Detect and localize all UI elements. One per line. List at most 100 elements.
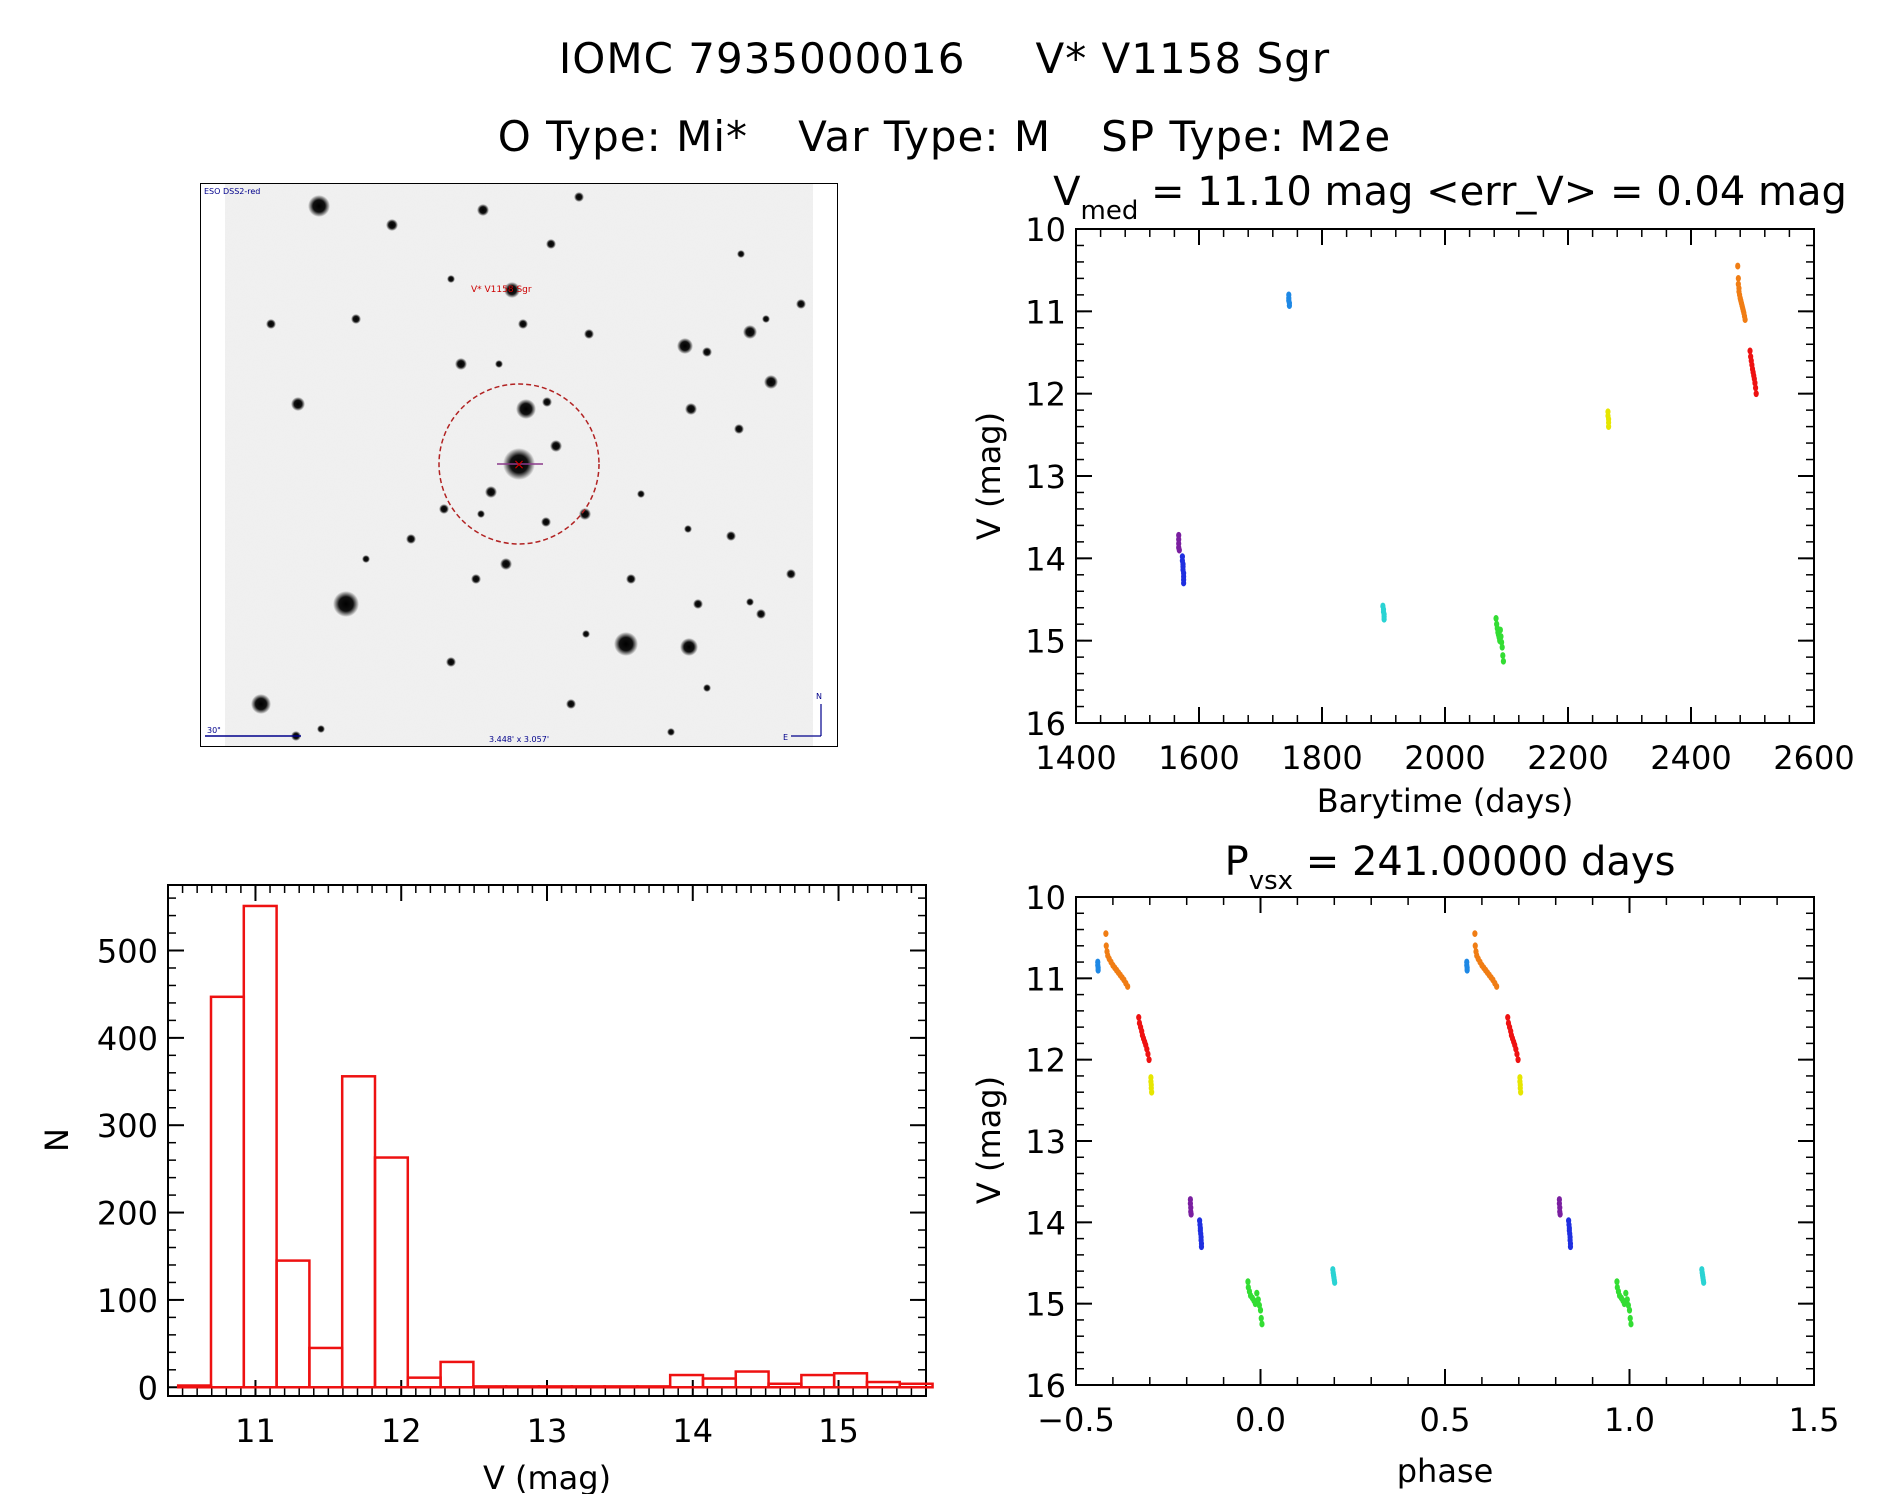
histogram-ticks: 11 12 13 14 15 0 100 200 300 400 500 <box>97 885 927 1450</box>
x-tick-label: 1.0 <box>1604 1401 1655 1439</box>
y-tick-label: 12 <box>1025 1042 1066 1080</box>
histogram-bar <box>636 1385 672 1389</box>
star-blob <box>308 195 330 217</box>
histogram-bar <box>898 1382 934 1389</box>
data-point <box>1103 942 1109 950</box>
star-blob <box>386 219 398 231</box>
sp-type: SP Type: M2e <box>1101 112 1392 161</box>
compass-n-label: N <box>816 692 822 701</box>
data-point <box>1493 615 1499 622</box>
star-blob <box>291 397 305 411</box>
data-point <box>1515 1056 1521 1064</box>
star-name: V* V1158 Sgr <box>1035 34 1331 83</box>
x-tick-label: 11 <box>235 1412 276 1450</box>
phased-title: Pvsx = 241.00000 days <box>1225 839 1676 896</box>
x-tick-label: 12 <box>381 1412 422 1450</box>
x-tick-label: 2600 <box>1773 739 1854 777</box>
histogram-panel: 11 12 13 14 15 0 100 200 300 400 500 V (mag) N <box>38 884 934 1494</box>
data-point <box>1497 626 1503 634</box>
data-point <box>1500 657 1507 665</box>
star-blob <box>447 275 455 283</box>
histogram-bar <box>472 1385 508 1389</box>
phased-panel: Pvsx = 241.00000 days −0.5 0.0 0.5 1.0 1.5 10… <box>970 839 1839 1490</box>
star-blob <box>667 728 675 736</box>
histogram-bar <box>734 1370 770 1389</box>
star-blob <box>504 282 520 298</box>
data-point <box>1381 615 1387 623</box>
star-blob <box>726 531 736 541</box>
star-blob <box>439 504 449 514</box>
y-tick-label: 14 <box>1025 1204 1066 1242</box>
histogram-xlabel: V (mag) <box>483 1459 611 1494</box>
x-tick-label: 1800 <box>1281 739 1362 777</box>
y-tick-label: 13 <box>1025 458 1066 496</box>
data-point <box>1254 1289 1260 1297</box>
aperture-circle <box>438 383 600 545</box>
y-tick-label: 11 <box>1025 293 1066 331</box>
histogram-bar <box>570 1385 606 1389</box>
y-tick-label: 11 <box>1025 960 1066 998</box>
histogram-bar <box>865 1380 902 1389</box>
data-point <box>1499 643 1505 651</box>
star-blob <box>477 204 489 216</box>
phased-points <box>1095 930 1707 1328</box>
scale-label: 30" <box>207 726 221 735</box>
star-blob <box>251 694 271 714</box>
y-tick-label: 16 <box>1025 705 1066 743</box>
y-tick-label: 15 <box>1025 1286 1066 1324</box>
phased-ylabel: V (mag) <box>970 1076 1008 1204</box>
target-marker: × <box>513 457 525 473</box>
phased-title-sub: vsx <box>1249 866 1293 896</box>
data-point <box>1605 423 1612 430</box>
histogram-bar <box>176 1384 213 1389</box>
star-blob <box>333 591 359 617</box>
star-blob <box>351 314 361 324</box>
y-tick-label: 10 <box>1025 879 1066 917</box>
lightcurve-title-sub: med <box>1081 196 1139 226</box>
star-blob <box>702 347 712 357</box>
star-blob <box>471 574 481 584</box>
star-blob <box>584 329 594 339</box>
y-tick-label: 300 <box>97 1107 158 1145</box>
star-blob <box>734 424 744 434</box>
histogram-bar <box>701 1377 738 1389</box>
data-point <box>1701 1279 1707 1286</box>
y-tick-label: 100 <box>97 1282 158 1320</box>
histogram-bar <box>504 1385 541 1389</box>
data-point <box>1286 302 1293 309</box>
y-tick-label: 400 <box>97 1020 158 1058</box>
histogram-bar <box>340 1075 377 1389</box>
data-point <box>1472 930 1478 937</box>
star-blob <box>541 517 551 527</box>
data-point <box>1472 942 1478 950</box>
histogram-bar <box>242 904 278 1389</box>
data-point <box>1498 633 1504 640</box>
star-blob <box>582 630 590 638</box>
object-id: IOMC 7935000016 <box>558 34 966 83</box>
data-point <box>1176 546 1182 554</box>
x-tick-label: 0.5 <box>1420 1401 1471 1439</box>
y-tick-label: 500 <box>97 933 158 971</box>
data-point <box>1494 983 1500 990</box>
y-tick-label: 0 <box>138 1369 158 1407</box>
star-blob <box>574 192 584 202</box>
star-blob <box>455 358 467 370</box>
histogram-bar <box>373 1156 410 1389</box>
x-tick-label: 1.5 <box>1789 1401 1840 1439</box>
x-tick-label: 1400 <box>1035 739 1116 777</box>
histogram-bar <box>832 1372 869 1389</box>
lightcurve-ticks: 1400 1600 1800 2000 2200 2400 2600 10 11 12 13 14 15… <box>1025 211 1854 777</box>
sky-cutout-image: × V* V1158 Sgr ESO DSS2-red 30" 3.448' x… <box>200 183 838 747</box>
x-tick-label: 2000 <box>1404 739 1485 777</box>
star-blob <box>756 609 766 619</box>
histogram-bar <box>209 995 246 1389</box>
data-point <box>1258 1314 1264 1322</box>
phased-ticks: −0.5 0.0 0.5 1.0 1.5 10 11 12 13 14 15 16 <box>1025 879 1839 1439</box>
data-point <box>1500 652 1506 659</box>
data-point <box>1255 1296 1261 1303</box>
data-point <box>1464 966 1470 974</box>
star-label: V* V1158 Sgr <box>471 285 532 295</box>
star-blob <box>680 638 698 656</box>
star-blob <box>518 319 528 329</box>
